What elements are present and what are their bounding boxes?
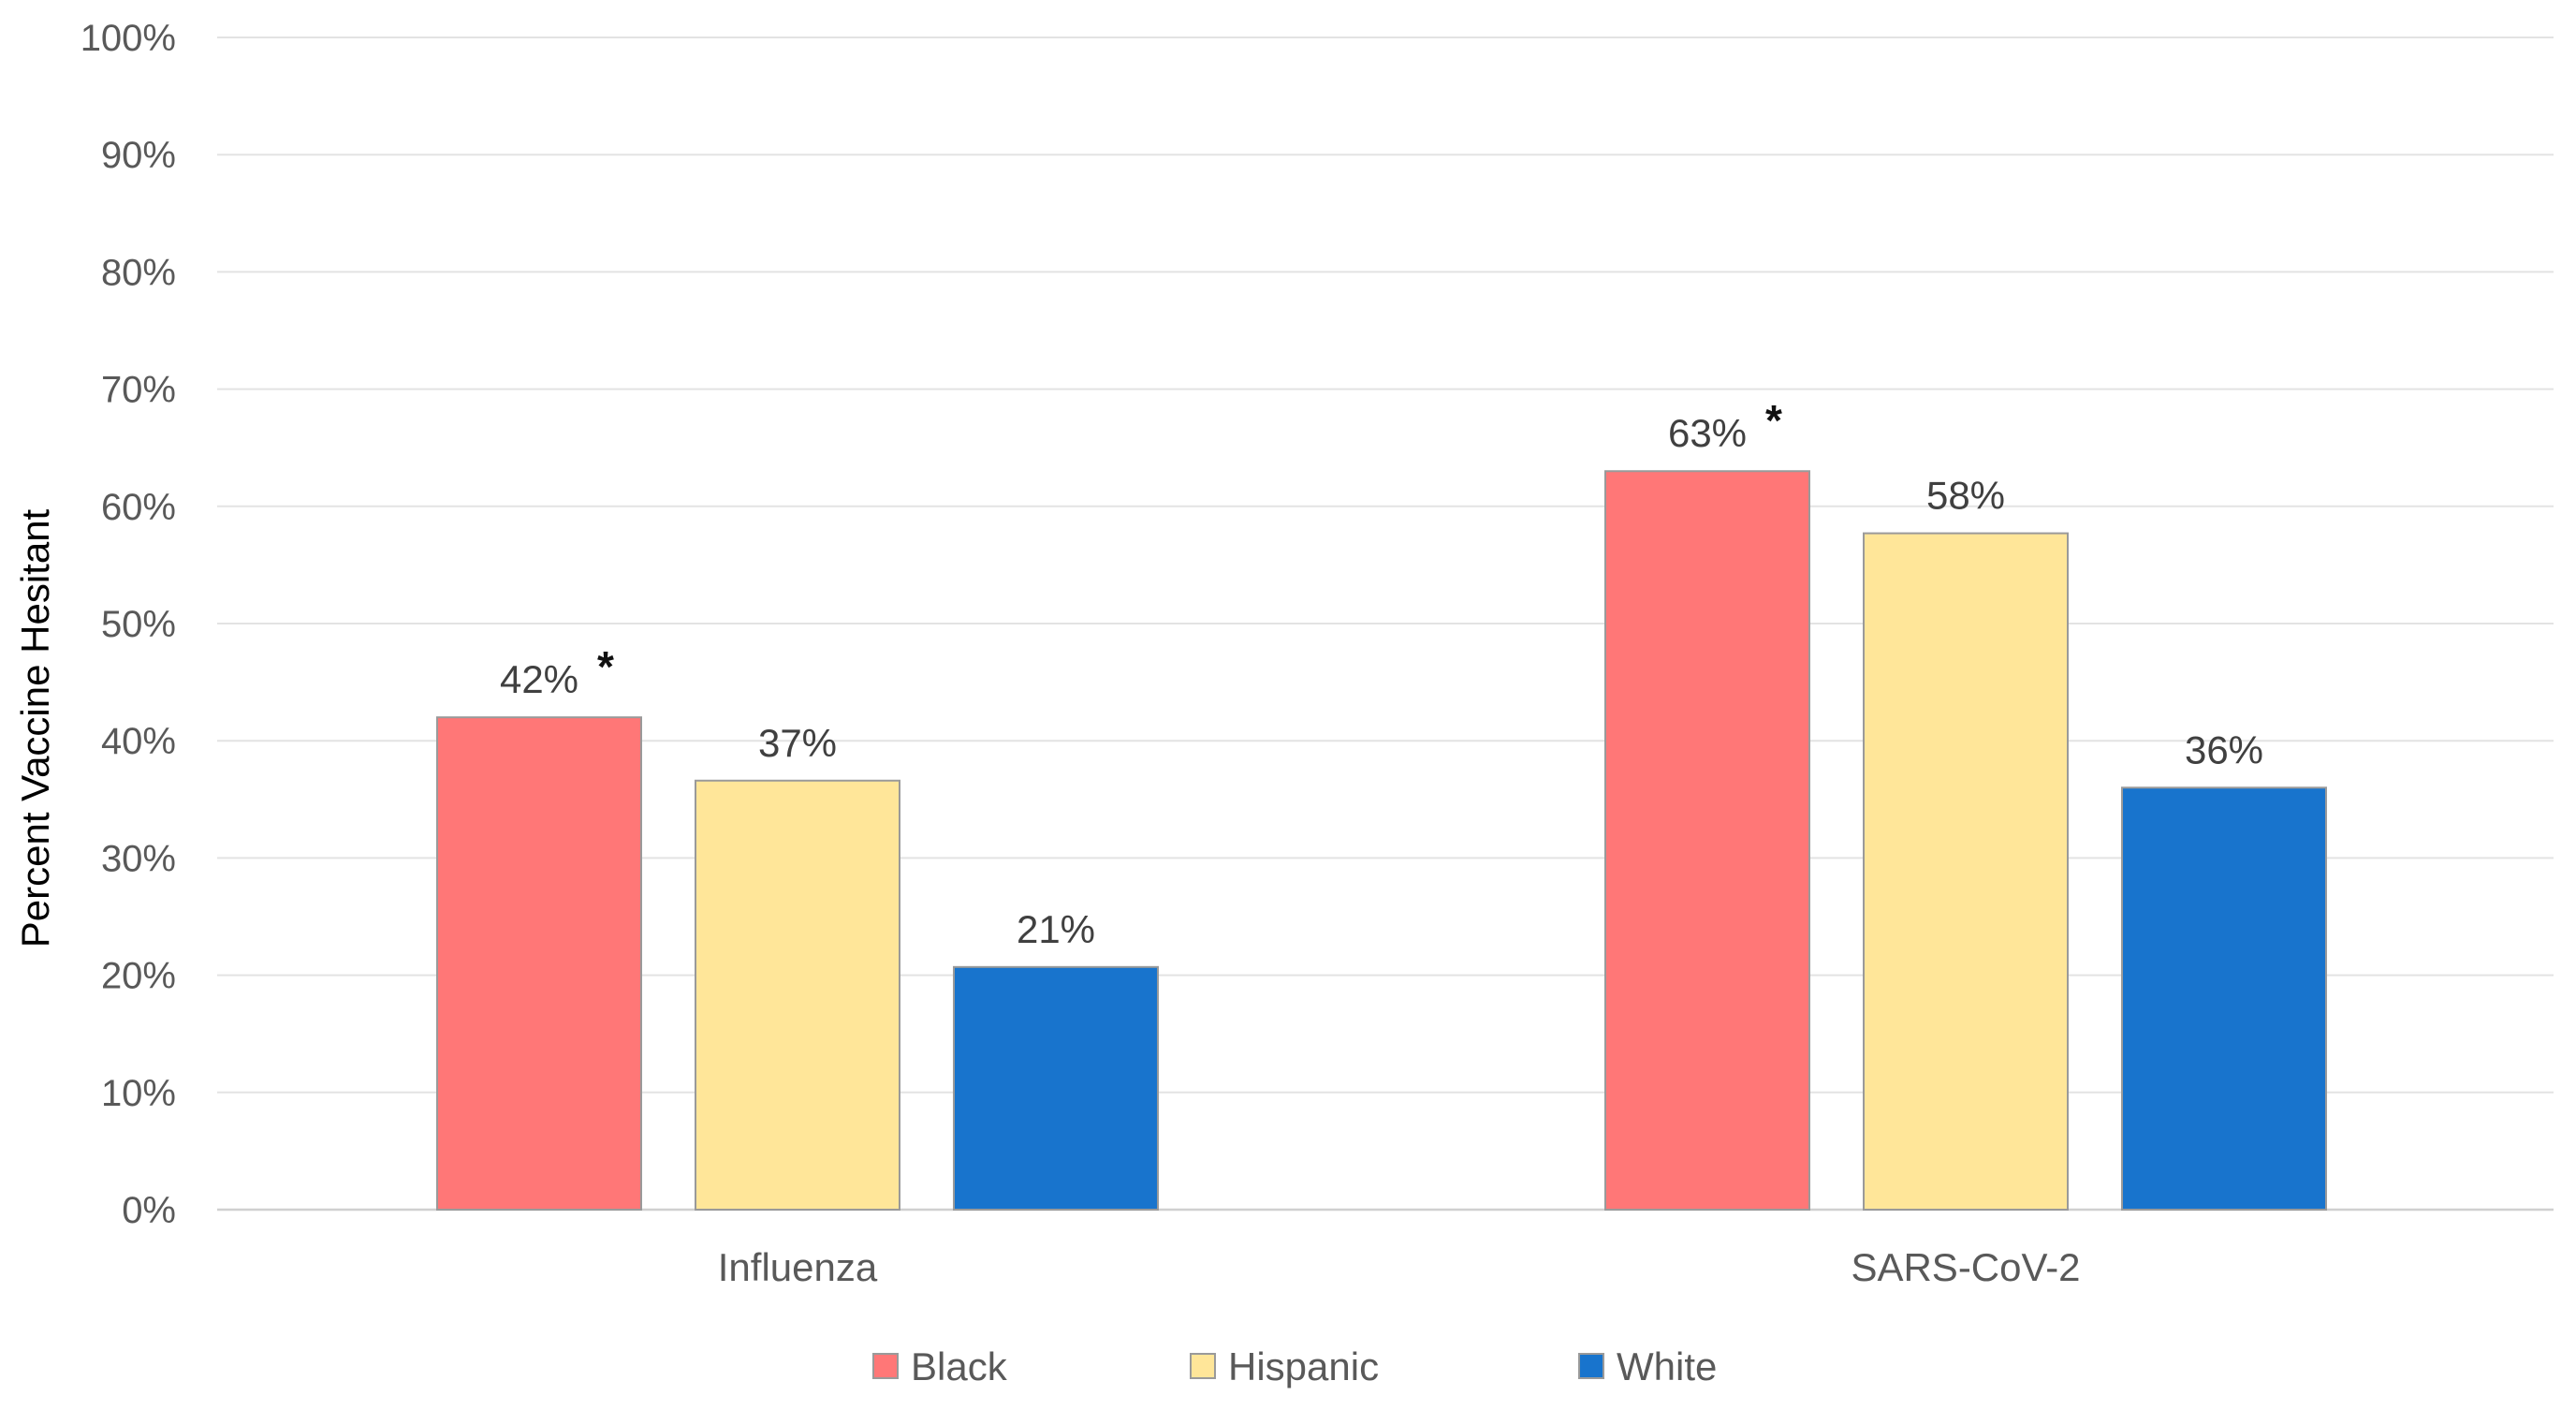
y-tick-label: 0% xyxy=(122,1190,176,1231)
y-axis-label: Percent Vaccine Hesitant xyxy=(13,508,57,947)
y-tick-label: 80% xyxy=(101,252,176,293)
y-tick-label: 20% xyxy=(101,956,176,997)
y-axis-ticks: 0% 10% 20% 30% 40% 50% 60% 70% 80% 90% 100% xyxy=(80,18,176,1231)
bar-hispanic-sars-cov-2 xyxy=(1863,532,2069,1211)
bar-hispanic-influenza xyxy=(695,779,900,1211)
y-tick-label: 30% xyxy=(101,838,176,879)
x-category-label: Influenza xyxy=(718,1245,878,1289)
legend-swatch-black xyxy=(872,1353,899,1379)
y-tick-label: 40% xyxy=(101,721,176,762)
data-label: 37% xyxy=(758,721,837,765)
y-tick-label: 100% xyxy=(80,18,176,59)
data-label: 42% xyxy=(500,657,578,701)
significance-marker: * xyxy=(1765,396,1782,445)
bar-black-influenza xyxy=(436,716,642,1211)
bars xyxy=(436,470,2327,1212)
data-label: 21% xyxy=(1017,907,1095,951)
y-tick-label: 10% xyxy=(101,1073,176,1114)
y-tick-label: 70% xyxy=(101,370,176,411)
bar-black-sars-cov-2 xyxy=(1604,470,1810,1211)
y-tick-label: 50% xyxy=(101,604,176,645)
significance-marker: * xyxy=(597,642,614,691)
y-tick-label: 60% xyxy=(101,487,176,528)
data-label: 58% xyxy=(1926,474,2005,518)
x-axis-categories: Influenza SARS-CoV-2 xyxy=(718,1245,2081,1289)
data-label: 63% xyxy=(1668,411,1747,455)
x-category-label: SARS-CoV-2 xyxy=(1851,1245,2080,1289)
bar-white-sars-cov-2 xyxy=(2121,786,2327,1212)
legend-label-black: Black xyxy=(911,1344,1008,1388)
legend: Black Hispanic White xyxy=(872,1344,1717,1388)
bar-white-influenza xyxy=(953,965,1159,1212)
data-label: 36% xyxy=(2185,727,2263,771)
y-tick-label: 90% xyxy=(101,135,176,176)
legend-label-white: White xyxy=(1617,1344,1717,1388)
legend-label-hispanic: Hispanic xyxy=(1228,1344,1379,1388)
legend-swatch-white xyxy=(1578,1353,1604,1379)
data-labels: 42% * 37% 21% 63% * 58% 36% xyxy=(500,396,2263,951)
legend-swatch-hispanic xyxy=(1190,1353,1216,1379)
